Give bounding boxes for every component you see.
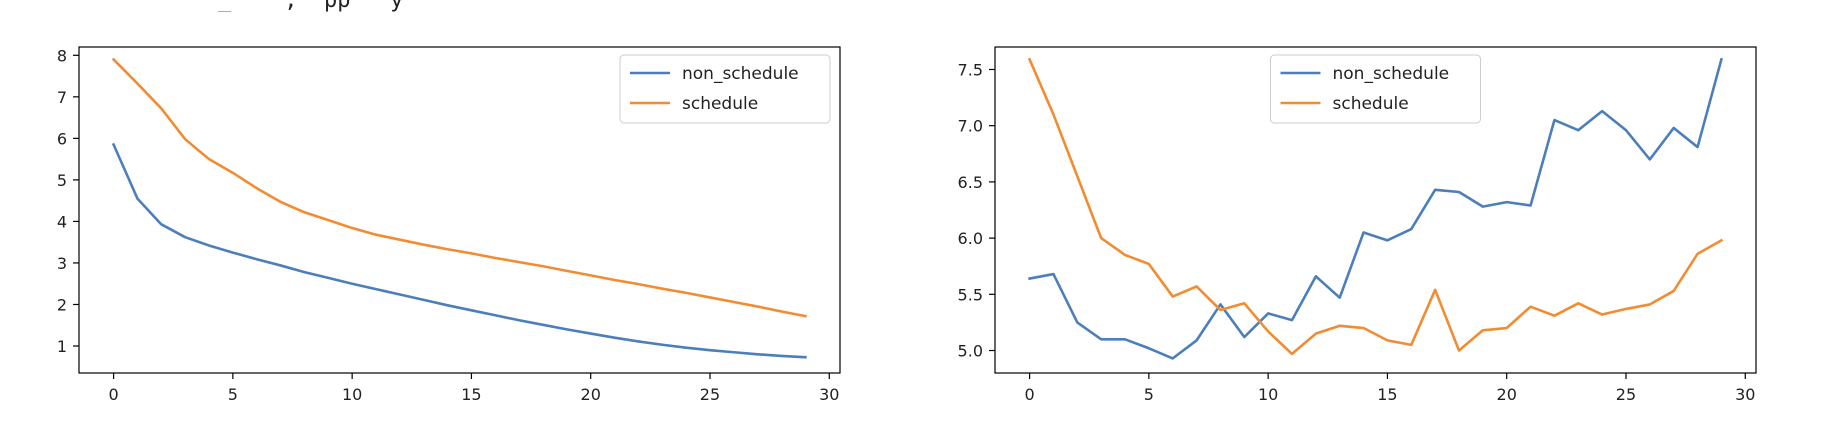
series-line-non_schedule	[1028, 57, 1724, 360]
loss-chart-right: 0 5 10 15 20 25 30 5.0 5.5 6.0 6.5 7.0 7.5 non_schedu…	[958, 46, 1757, 404]
x-tick-label: 25	[700, 385, 720, 404]
x-tick-label: 25	[1616, 385, 1636, 404]
x-tick-label: 5	[1144, 385, 1154, 404]
x-tick-label: 20	[581, 385, 601, 404]
legend-label-schedule: schedule	[682, 94, 758, 114]
y-tick-label: 5	[57, 171, 67, 190]
y-tick-label: 5.0	[958, 342, 983, 361]
y-tick-label: 6	[57, 129, 67, 148]
legend-label-non_schedule: non_schedule	[682, 64, 799, 84]
x-tick-label: 5	[228, 385, 238, 404]
x-tick-label: 0	[1024, 385, 1034, 404]
notebook-code-fragment: _ , pp y	[0, 0, 1848, 12]
x-tick-label: 10	[1258, 385, 1278, 404]
y-tick-label: 5.5	[958, 285, 983, 304]
plot-frame	[78, 46, 841, 374]
legend-box	[619, 54, 831, 124]
series-line-schedule	[1027, 57, 1724, 356]
y-tick-label: 8	[57, 46, 67, 65]
y-tick-label: 7	[57, 88, 67, 107]
x-tick-label: 0	[108, 385, 118, 404]
y-tick-label: 6.0	[958, 229, 983, 248]
x-tick-label: 15	[1377, 385, 1397, 404]
y-tick-label: 1	[57, 337, 67, 356]
legend-label-schedule: schedule	[1333, 94, 1409, 114]
series-line-non_schedule	[111, 142, 807, 359]
y-tick-label: 6.5	[958, 173, 983, 192]
y-tick-label: 7.0	[958, 117, 983, 136]
series-line-schedule	[111, 57, 807, 318]
plot-frame	[994, 46, 1757, 374]
x-tick-label: 10	[342, 385, 362, 404]
y-tick-label: 4	[57, 212, 67, 231]
code-text: _ , pp y	[218, 0, 403, 12]
legend-box	[1270, 54, 1481, 124]
legend-label-non_schedule: non_schedule	[1333, 64, 1450, 84]
y-tick-label: 2	[57, 295, 67, 314]
x-tick-label: 30	[819, 385, 839, 404]
y-tick-label: 3	[57, 254, 67, 273]
x-tick-label: 30	[1735, 385, 1755, 404]
loss-chart-left: 0 5 10 15 20 25 30 1 2 3 4 5 6 7 8 non_schedule schedule	[57, 46, 841, 404]
y-tick-label: 7.5	[958, 60, 983, 79]
x-tick-label: 20	[1497, 385, 1517, 404]
x-tick-label: 15	[461, 385, 481, 404]
